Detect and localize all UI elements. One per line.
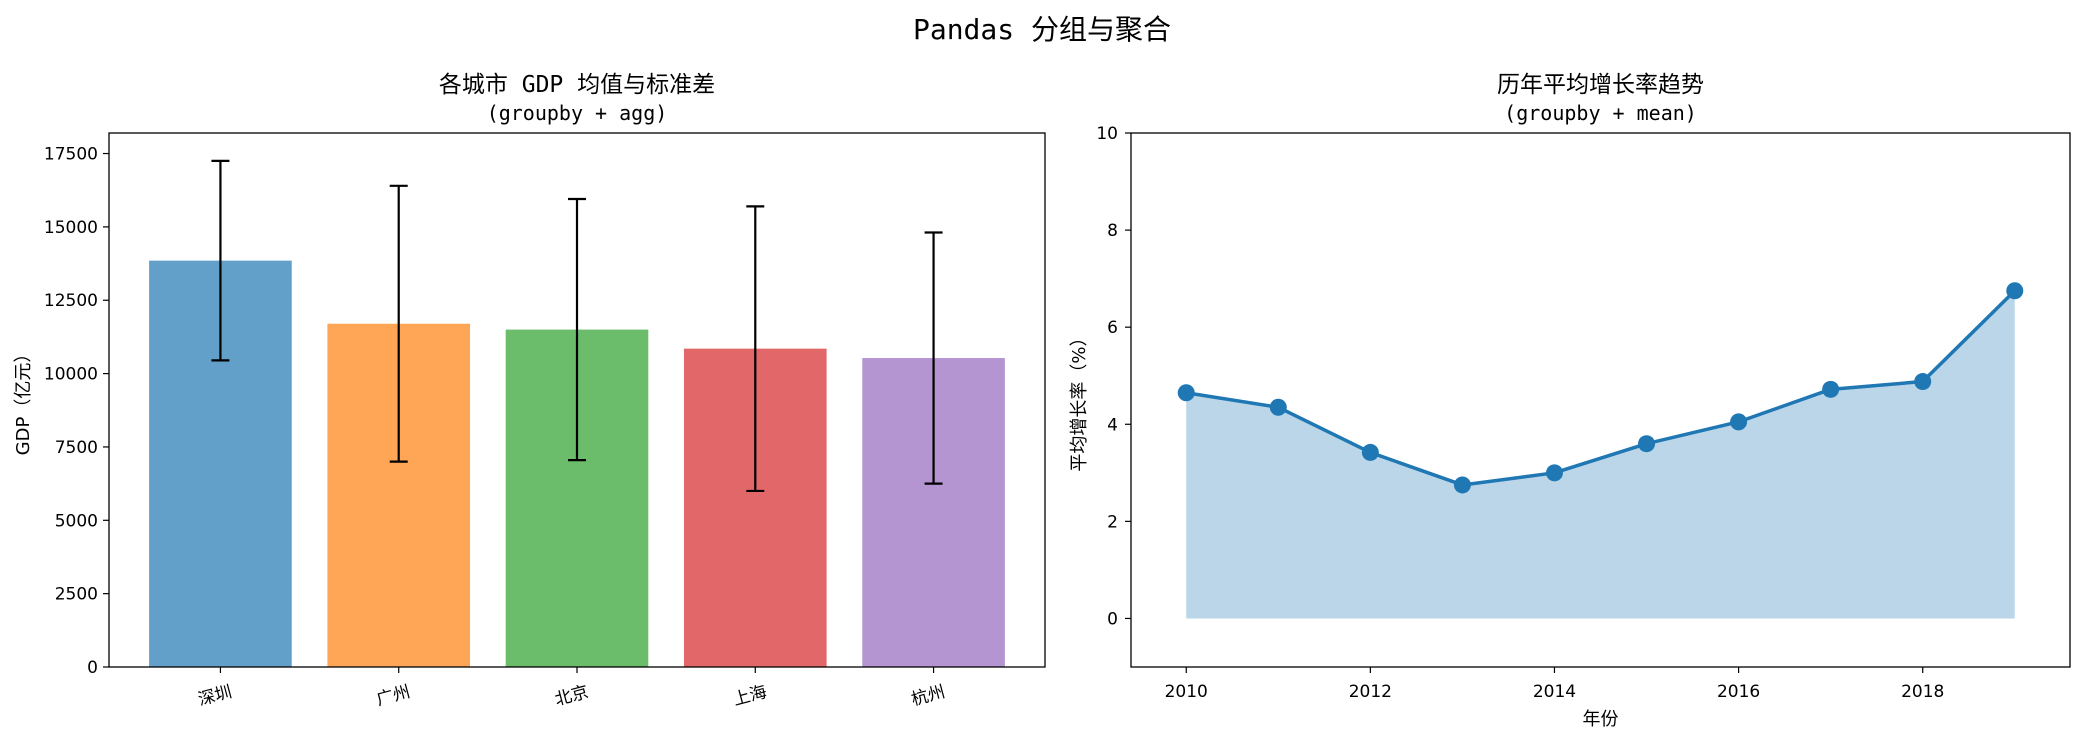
right-y-axis-label: 平均增长率（%） [1069, 328, 1090, 471]
y-tick-label-2500: 2500 [55, 585, 98, 605]
left-axes: 深圳 广州 北京 上海 杭州 0 2500 5000 7500 10000 12500 15000 17… [13, 72, 1046, 710]
growth-point-2014 [1545, 464, 1563, 482]
growth-point-2012 [1361, 443, 1379, 461]
growth-point-2010 [1177, 384, 1195, 402]
x-tick-label-2014: 2014 [1533, 682, 1576, 702]
right-chart-subtitle: (groupby + mean) [1504, 101, 1697, 125]
growth-point-2013 [1453, 476, 1471, 494]
left-chart-title: 各城市 GDP 均值与标准差 [439, 72, 715, 98]
y-tick-label-5000: 5000 [55, 511, 98, 531]
y-tick-label-8: 8 [1107, 221, 1118, 241]
growth-point-2015 [1638, 435, 1656, 453]
left-chart-subtitle: (groupby + agg) [487, 101, 668, 125]
right-chart-title: 历年平均增长率趋势 [1497, 72, 1704, 98]
y-tick-label-6: 6 [1107, 318, 1118, 338]
x-tick-label-深圳: 深圳 [196, 682, 234, 710]
y-tick-label-17500: 17500 [44, 145, 98, 165]
y-tick-label-15000: 15000 [44, 218, 98, 238]
x-tick-label-杭州: 杭州 [909, 682, 947, 710]
growth-area-fill [1186, 290, 2015, 619]
right-x-axis-label: 年份 [1583, 709, 1619, 730]
left-axes-frame [108, 132, 1046, 668]
x-tick-label-2012: 2012 [1349, 682, 1392, 702]
x-tick-label-2016: 2016 [1717, 682, 1760, 702]
y-tick-label-2: 2 [1107, 512, 1118, 532]
y-tick-label-7500: 7500 [55, 438, 98, 458]
right-axes: 2010 2012 2014 2016 2018 0 2 4 6 8 10 历年平均增长率趋势 (gro… [1069, 72, 2071, 730]
figure-suptitle: Pandas 分组与聚合 [912, 13, 1171, 46]
growth-point-2011 [1269, 398, 1287, 416]
growth-point-2018 [1914, 373, 1932, 391]
y-tick-label-12500: 12500 [44, 291, 98, 311]
y-tick-label-4: 4 [1107, 415, 1118, 435]
y-tick-label-10: 10 [1096, 124, 1118, 144]
x-tick-label-2010: 2010 [1165, 682, 1208, 702]
growth-point-2019 [2006, 282, 2024, 300]
growth-line [1185, 289, 2016, 487]
x-tick-label-广州: 广州 [374, 682, 412, 710]
growth-point-2016 [1730, 413, 1748, 431]
x-tick-label-2018: 2018 [1901, 682, 1944, 702]
y-tick-label-0: 0 [1107, 609, 1118, 629]
x-tick-label-北京: 北京 [553, 682, 591, 710]
growth-point-2017 [1822, 380, 1840, 398]
y-tick-label-0: 0 [87, 658, 98, 678]
x-tick-label-上海: 上海 [731, 682, 769, 710]
y-tick-label-10000: 10000 [44, 365, 98, 385]
left-y-axis-label: GDP（亿元） [13, 345, 34, 456]
right-axes-frame [1130, 132, 2071, 668]
